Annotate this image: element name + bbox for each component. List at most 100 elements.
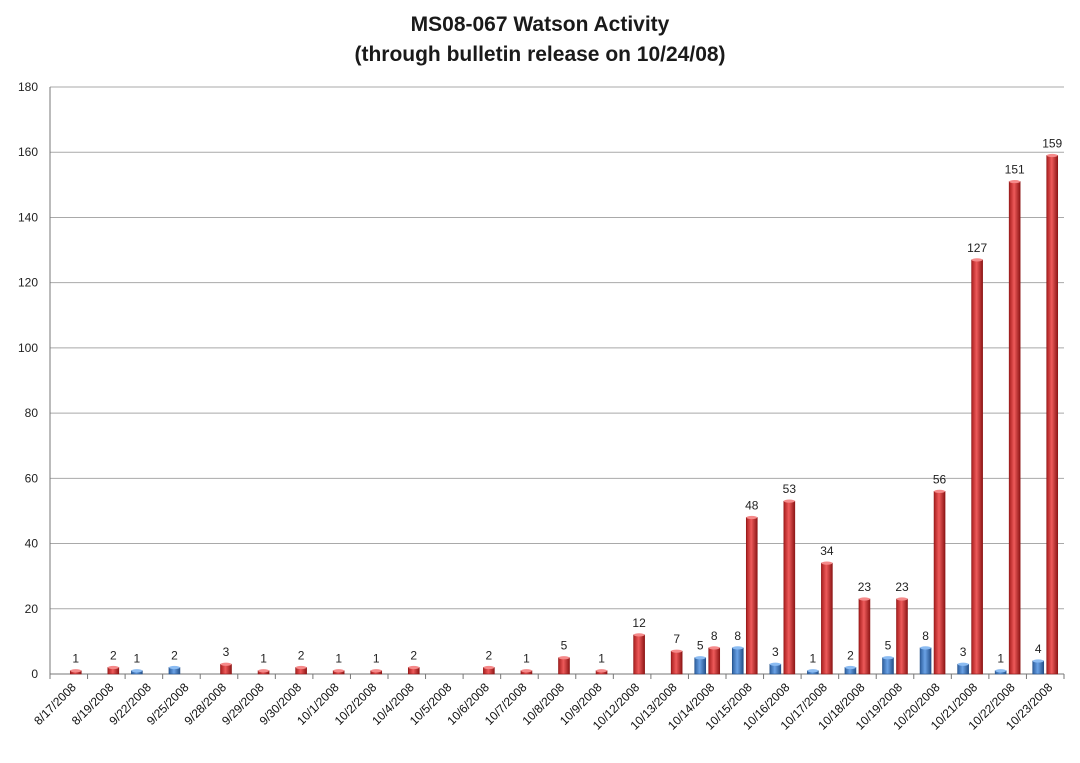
data-label: 7 — [673, 632, 680, 646]
bar-red — [1008, 181, 1021, 675]
data-label: 3 — [223, 645, 230, 659]
bars — [69, 153, 1059, 675]
bar-red — [633, 634, 645, 675]
y-tick-label: 100 — [18, 341, 38, 355]
data-label: 2 — [298, 648, 305, 662]
bar-cap — [957, 662, 969, 666]
data-label: 1 — [810, 652, 817, 666]
bar-red — [971, 259, 983, 675]
bar-red — [933, 491, 946, 675]
data-label: 3 — [960, 645, 967, 659]
bar-cap — [131, 669, 143, 673]
data-label: 1 — [997, 652, 1004, 666]
bar-cap — [483, 665, 495, 670]
bar-red — [896, 598, 908, 675]
data-label: 2 — [410, 648, 417, 662]
data-label: 2 — [171, 648, 178, 662]
bar-cap — [520, 669, 532, 673]
data-label: 159 — [1042, 136, 1062, 150]
bar-cap — [671, 649, 683, 653]
bar-cap — [107, 665, 119, 670]
data-label: 151 — [1005, 163, 1025, 177]
gridlines — [50, 86, 1064, 675]
data-label: 5 — [561, 639, 568, 653]
y-tick-label: 180 — [18, 80, 38, 94]
y-tick-label: 120 — [18, 276, 38, 290]
bar-cap — [333, 669, 345, 673]
bar-cap — [844, 665, 856, 670]
data-label: 1 — [523, 652, 530, 666]
bar-cap — [694, 656, 706, 660]
bar-cap — [258, 669, 270, 673]
bar-cap — [70, 669, 82, 673]
y-tick-label: 80 — [25, 406, 39, 420]
y-tick-label: 160 — [18, 145, 38, 159]
bar-cap — [370, 669, 382, 673]
bar-cap — [858, 597, 870, 601]
data-label: 3 — [772, 645, 779, 659]
bar-blue — [882, 657, 894, 675]
data-label: 48 — [745, 498, 759, 512]
data-label: 127 — [967, 241, 987, 255]
bar-blue — [1032, 660, 1045, 675]
data-label: 5 — [697, 639, 704, 653]
bar-red — [1046, 155, 1059, 675]
bar-cap — [821, 561, 833, 565]
bar-cap — [1046, 153, 1058, 158]
data-label: 1 — [260, 652, 267, 666]
bar-cap — [896, 597, 908, 601]
data-label: 1 — [598, 652, 605, 666]
bar-cap — [220, 662, 232, 666]
bar-cap — [920, 646, 932, 650]
bar-cap — [995, 669, 1007, 673]
y-tick-label: 60 — [25, 471, 39, 485]
bar-cap — [168, 665, 180, 670]
data-label: 56 — [933, 472, 947, 486]
data-label: 23 — [858, 580, 872, 594]
data-label: 12 — [632, 616, 646, 630]
bar-red — [783, 500, 796, 675]
data-label: 8 — [711, 629, 718, 643]
data-label: 23 — [895, 580, 909, 594]
bar-red — [821, 562, 833, 675]
bar-cap — [971, 258, 983, 262]
bar-cap — [408, 665, 420, 670]
bar-red — [858, 598, 871, 675]
bar-cap — [633, 633, 645, 637]
bar-cap — [596, 669, 608, 673]
data-label: 34 — [820, 544, 834, 558]
data-label: 2 — [486, 648, 493, 662]
bar-blue — [731, 647, 744, 675]
bar-cap — [732, 646, 744, 650]
y-tick-label: 20 — [25, 602, 39, 616]
data-label: 8 — [922, 629, 929, 643]
bar-cap — [295, 665, 307, 670]
bar-cap — [708, 646, 720, 650]
bar-blue — [694, 657, 707, 675]
data-label: 1 — [134, 652, 141, 666]
bar-cap — [746, 515, 758, 520]
data-label: 1 — [335, 652, 342, 666]
data-label: 1 — [72, 652, 79, 666]
bar-red — [745, 517, 758, 675]
y-tick-label: 140 — [18, 210, 38, 224]
y-tick-label: 0 — [31, 667, 38, 681]
chart-title-block: MS08-067 Watson Activity (through bullet… — [0, 10, 1080, 70]
bar-cap — [558, 656, 570, 660]
bar-cap — [934, 489, 946, 493]
data-label: 4 — [1035, 642, 1042, 656]
chart-title: MS08-067 Watson Activity — [410, 13, 670, 36]
y-tick-label: 40 — [25, 537, 39, 551]
data-label: 8 — [734, 629, 741, 643]
data-label: 5 — [885, 639, 892, 653]
bar-cap — [807, 669, 819, 673]
bar-red — [708, 647, 721, 675]
data-label: 53 — [783, 482, 797, 496]
data-label: 2 — [847, 648, 854, 662]
bar-cap — [783, 499, 795, 503]
bar-cap — [769, 662, 781, 666]
y-axis: 0 20 40 60 80 100 120 140 160 180 — [18, 80, 51, 681]
